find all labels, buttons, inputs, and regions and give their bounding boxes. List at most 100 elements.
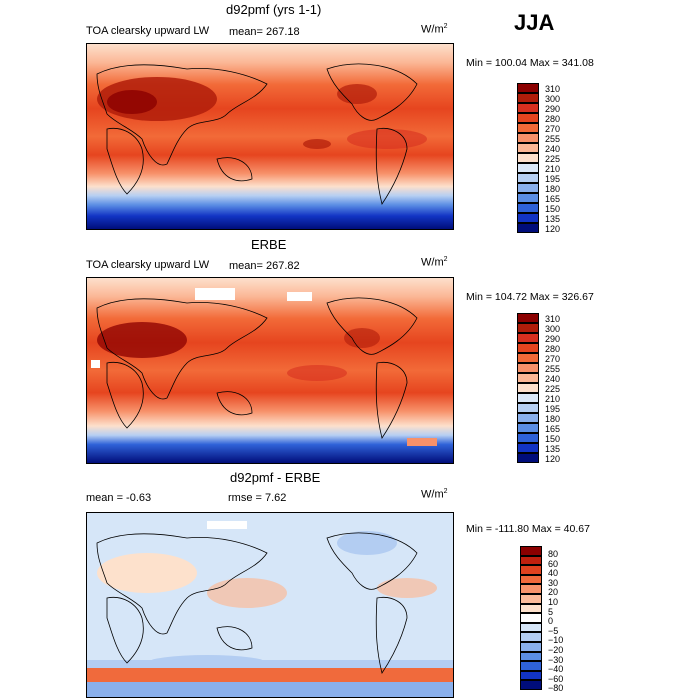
colorbar-1-label: 300 xyxy=(545,94,561,104)
colorbar-1-label: 180 xyxy=(545,184,561,194)
colorbar-2-box-0 xyxy=(517,313,539,323)
colorbar-2-box-5 xyxy=(517,363,539,373)
colorbar-3-box-9 xyxy=(520,632,542,642)
colorbar-1-box-1 xyxy=(517,93,539,103)
colorbar-3-label: 0 xyxy=(548,616,554,627)
colorbar-1-box-8 xyxy=(517,163,539,173)
colorbar-2-label: 310 xyxy=(545,314,561,324)
panel-2-map xyxy=(86,277,454,464)
colorbar-1-label: 135 xyxy=(545,214,561,224)
panel-2-field: TOA clearsky upward LW xyxy=(86,259,210,271)
colorbar-2-label: 280 xyxy=(545,344,561,354)
colorbar-2-box-6 xyxy=(517,373,539,383)
panel-2-mean: mean= 267.82 xyxy=(229,260,300,272)
panel-3-map xyxy=(86,512,454,698)
colorbar-3-label: −40 xyxy=(548,664,564,675)
colorbar-2-box-8 xyxy=(517,393,539,403)
colorbar-1-box-10 xyxy=(517,183,539,193)
colorbar-3-box-5 xyxy=(520,594,542,604)
colorbar-2-label: 165 xyxy=(545,424,561,434)
colorbar-1-box-4 xyxy=(517,123,539,133)
colorbar-3-label: −10 xyxy=(548,635,564,646)
colorbar-2-box-3 xyxy=(517,343,539,353)
colorbar-2-label: 150 xyxy=(545,434,561,444)
panel-1-mean: mean= 267.18 xyxy=(229,26,300,38)
colorbar-1-box-9 xyxy=(517,173,539,183)
colorbar-1-box-12 xyxy=(517,203,539,213)
colorbar-2-box-4 xyxy=(517,353,539,363)
colorbar-1-box-7 xyxy=(517,153,539,163)
colorbar-3-label: 80 xyxy=(548,549,559,559)
colorbar-3-label: 40 xyxy=(548,568,559,579)
panel-1-min-max: Min = 100.04 Max = 341.08 xyxy=(466,57,594,69)
colorbar-2-label: 225 xyxy=(545,384,561,394)
colorbar-3-label: −5 xyxy=(548,625,559,636)
colorbar-1-label: 290 xyxy=(545,104,561,114)
panel-1-title: d92pmf (yrs 1-1) xyxy=(226,2,322,17)
colorbar-3-box-11 xyxy=(520,651,542,662)
colorbar-3-box-14 xyxy=(520,680,542,690)
colorbar-3-box-1 xyxy=(520,555,542,566)
panel-2-min-max: Min = 104.72 Max = 326.67 xyxy=(466,291,594,303)
colorbar-3-box-2 xyxy=(520,565,542,575)
colorbar-2-label: 195 xyxy=(545,404,561,414)
colorbar-3-box-0 xyxy=(520,546,542,556)
colorbar-1-box-2 xyxy=(517,103,539,113)
panel-1-units: W/m2 xyxy=(421,23,448,36)
colorbar-2-label: 240 xyxy=(545,374,561,384)
colorbar-3-box-4 xyxy=(520,584,542,594)
colorbar-2-box-10 xyxy=(517,413,539,423)
colorbar-3-label: −60 xyxy=(548,673,564,684)
colorbar-2-label: 180 xyxy=(545,414,561,424)
colorbar-2-box-12 xyxy=(517,433,539,443)
colorbar-3-label: 30 xyxy=(548,577,559,588)
colorbar-2-box-11 xyxy=(517,423,539,433)
colorbar-3-label: 10 xyxy=(548,597,559,607)
colorbar-3-label: 60 xyxy=(548,558,559,569)
colorbar-2-box-1 xyxy=(517,323,539,333)
panel-3-min-max: Min = -111.80 Max = 40.67 xyxy=(466,523,590,535)
colorbar-1-label: 255 xyxy=(545,134,561,144)
colorbar-1-label: 210 xyxy=(545,164,561,174)
colorbar-2-label: 300 xyxy=(545,324,561,334)
colorbar-2-box-13 xyxy=(517,443,539,453)
colorbar-1-label: 150 xyxy=(545,204,561,214)
colorbar-1-label: 270 xyxy=(545,124,561,134)
colorbar-3-label: 20 xyxy=(548,587,559,598)
colorbar-2-label: 120 xyxy=(545,454,561,464)
panel-3-mean: mean = -0.63 xyxy=(86,492,152,504)
colorbar-3-box-8 xyxy=(520,622,542,633)
colorbar-2-label: 135 xyxy=(545,444,561,454)
colorbar-1-box-13 xyxy=(517,213,539,223)
colorbar-1-label: 240 xyxy=(545,144,561,154)
colorbar-2-label: 255 xyxy=(545,364,561,374)
colorbar-3-box-6 xyxy=(520,603,542,614)
colorbar-1-box-5 xyxy=(517,133,539,143)
colorbar-1-box-3 xyxy=(517,113,539,123)
colorbar-3-box-3 xyxy=(520,574,542,585)
panel-1-map xyxy=(86,43,454,230)
colorbar-2-box-9 xyxy=(517,403,539,413)
colorbar-1-label: 310 xyxy=(545,84,561,94)
panel-3-title: d92pmf - ERBE xyxy=(230,470,321,485)
panel-2-title: ERBE xyxy=(251,237,287,252)
colorbar-1-label: 165 xyxy=(545,194,561,204)
colorbar-1-box-0 xyxy=(517,83,539,93)
colorbar-2-label: 270 xyxy=(545,354,561,364)
colorbar-1-box-14 xyxy=(517,223,539,233)
panel-2-units: W/m2 xyxy=(421,256,448,269)
colorbar-3-box-13 xyxy=(520,670,542,681)
panel-3-units: W/m2 xyxy=(421,488,448,501)
season-label: JJA xyxy=(514,10,555,35)
colorbar-2-box-7 xyxy=(517,383,539,393)
colorbar-1-label: 195 xyxy=(545,174,561,184)
colorbar-2-label: 210 xyxy=(545,394,561,404)
colorbar-3-box-10 xyxy=(520,642,542,652)
panel-3-rmse: rmse = 7.62 xyxy=(228,492,287,504)
colorbar-1-label: 120 xyxy=(545,224,561,234)
colorbar-3-box-12 xyxy=(520,661,542,671)
colorbar-3-label: −20 xyxy=(548,645,564,655)
colorbar-1-box-6 xyxy=(517,143,539,153)
colorbar-2-box-2 xyxy=(517,333,539,343)
colorbar-3-label: 5 xyxy=(548,606,554,617)
